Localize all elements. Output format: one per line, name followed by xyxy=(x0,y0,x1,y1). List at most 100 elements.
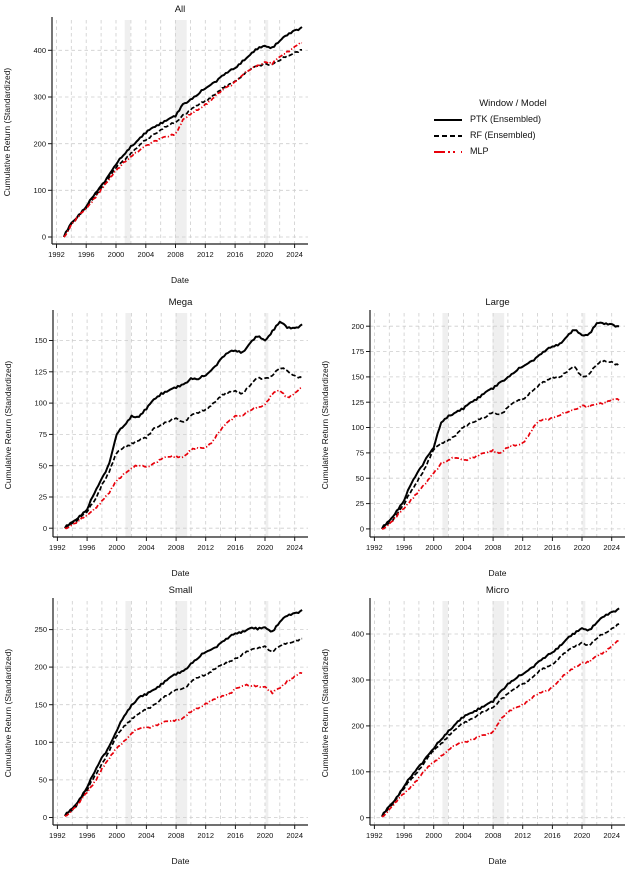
recession-band xyxy=(582,313,586,537)
x-tick-label: 2020 xyxy=(257,831,274,840)
x-tick-label: 2024 xyxy=(603,831,620,840)
chart-panel-small: 1992 1996 2000 2004 2008 2012 2016 2020 2024 0 50 1… xyxy=(1,581,318,871)
y-tick-label: 0 xyxy=(360,525,364,534)
x-tick-label: 2000 xyxy=(425,831,442,840)
chart-title: Large xyxy=(485,297,509,308)
x-tick-label: 2000 xyxy=(108,543,125,552)
y-tick-label: 100 xyxy=(351,767,364,776)
x-tick-label: 2016 xyxy=(544,543,561,552)
y-tick-label: 250 xyxy=(34,625,47,634)
recession-band xyxy=(442,601,448,825)
y-tick-label: 150 xyxy=(34,336,47,345)
x-tick-label: 2004 xyxy=(455,543,472,552)
x-tick-label: 2008 xyxy=(485,543,502,552)
series-line-ptk-ensembled xyxy=(64,320,303,529)
x-axis-label: Date xyxy=(171,275,189,285)
x-tick-label: 2004 xyxy=(137,250,154,259)
y-tick-label: 400 xyxy=(33,46,46,55)
series-line-ptk-ensembled xyxy=(380,607,620,818)
x-tick-label: 2024 xyxy=(286,543,303,552)
series-line-rf-ensembled xyxy=(381,359,620,530)
x-tick-label: 2004 xyxy=(138,831,155,840)
y-tick-label: 100 xyxy=(34,399,47,408)
legend-line-sample xyxy=(434,118,462,121)
legend-entry-rf-ensembled: RF (Ensembled) xyxy=(433,130,613,141)
recession-band xyxy=(125,313,131,537)
chart-svg-small: 1992 1996 2000 2004 2008 2012 2016 2020 2024 0 50 1… xyxy=(3,585,308,866)
y-tick-label: 200 xyxy=(34,663,47,672)
legend-title: Window / Model xyxy=(479,98,547,109)
chart-svg-mega: 1992 1996 2000 2004 2008 2012 2016 2020 2024 0 25 5… xyxy=(3,297,308,578)
legend-line-sample xyxy=(434,150,462,153)
x-tick-label: 2024 xyxy=(286,831,303,840)
x-tick-label: 1992 xyxy=(49,831,66,840)
x-tick-label: 1996 xyxy=(78,250,95,259)
y-tick-label: 50 xyxy=(356,474,364,483)
recession-band xyxy=(124,20,131,244)
x-tick-label: 2004 xyxy=(138,543,155,552)
legend-line-sample xyxy=(434,134,462,137)
recession-band xyxy=(265,313,269,537)
x-tick-label: 2008 xyxy=(168,831,185,840)
y-axis-label: Cumulative Return (Standardized) xyxy=(320,649,330,778)
recession-band xyxy=(125,601,131,825)
x-tick-label: 2000 xyxy=(108,831,125,840)
x-tick-label: 2012 xyxy=(197,831,214,840)
y-tick-label: 50 xyxy=(39,776,47,785)
y-tick-label: 25 xyxy=(39,493,47,502)
x-tick-label: 1992 xyxy=(48,250,65,259)
recession-band xyxy=(175,313,188,537)
x-tick-label: 2024 xyxy=(286,250,303,259)
y-tick-label: 0 xyxy=(42,233,46,242)
y-tick-label: 200 xyxy=(351,722,364,731)
x-axis-label: Date xyxy=(489,856,507,866)
series-line-mlp xyxy=(64,387,303,530)
y-tick-label: 150 xyxy=(34,700,47,709)
recession-band xyxy=(582,601,586,825)
x-tick-label: 2012 xyxy=(514,543,531,552)
y-axis-label: Cumulative Return (Standardized) xyxy=(320,361,330,490)
y-tick-label: 100 xyxy=(34,738,47,747)
recession-band xyxy=(175,601,188,825)
legend-entry-mlp: MLP xyxy=(433,146,613,157)
x-axis-label: Date xyxy=(489,568,507,578)
series-line-mlp xyxy=(381,640,620,818)
y-tick-label: 175 xyxy=(351,347,364,356)
chart-panel-large: 1992 1996 2000 2004 2008 2012 2016 2020 2024 0 25 5… xyxy=(318,293,635,583)
y-tick-label: 200 xyxy=(33,139,46,148)
x-tick-label: 2016 xyxy=(227,250,244,259)
series-line-mlp xyxy=(381,397,620,530)
recession-band xyxy=(265,20,269,244)
y-tick-label: 200 xyxy=(351,322,364,331)
y-axis-label: Cumulative Return (Standardized) xyxy=(3,361,13,490)
chart-panel-all: 1992 1996 2000 2004 2008 2012 2016 2020 2024 0 100… xyxy=(0,0,318,290)
x-tick-label: 2020 xyxy=(257,543,274,552)
recession-band xyxy=(492,601,505,825)
y-tick-label: 75 xyxy=(39,430,47,439)
legend-entry-label: RF (Ensembled) xyxy=(470,130,536,140)
x-tick-label: 2012 xyxy=(197,543,214,552)
recession-band xyxy=(265,601,269,825)
y-axis-label: Cumulative Return (Standardized) xyxy=(2,68,12,197)
y-tick-label: 125 xyxy=(351,398,364,407)
x-tick-label: 1996 xyxy=(79,543,96,552)
chart-title: All xyxy=(175,4,186,15)
legend-entry-label: MLP xyxy=(470,146,489,156)
x-tick-label: 2016 xyxy=(544,831,561,840)
x-tick-label: 2020 xyxy=(256,250,273,259)
chart-panel-mega: 1992 1996 2000 2004 2008 2012 2016 2020 2024 0 25 5… xyxy=(1,293,318,583)
y-tick-label: 25 xyxy=(356,499,364,508)
chart-title: Micro xyxy=(486,585,509,596)
series-line-ptk-ensembled xyxy=(62,26,303,238)
x-axis-label: Date xyxy=(172,568,190,578)
legend-entry-ptk-ensembled: PTK (Ensembled) xyxy=(433,114,613,125)
series-line-rf-ensembled xyxy=(64,637,303,817)
x-tick-label: 1996 xyxy=(79,831,96,840)
series-line-rf-ensembled xyxy=(64,367,303,529)
chart-svg-large: 1992 1996 2000 2004 2008 2012 2016 2020 2024 0 25 5… xyxy=(320,297,625,578)
chart-svg-micro: 1992 1996 2000 2004 2008 2012 2016 2020 2024 0 100… xyxy=(320,585,625,866)
x-tick-label: 1996 xyxy=(396,543,413,552)
y-axis-label: Cumulative Return (Standardized) xyxy=(3,649,13,778)
recession-band xyxy=(442,313,448,537)
series-line-mlp xyxy=(63,41,303,238)
